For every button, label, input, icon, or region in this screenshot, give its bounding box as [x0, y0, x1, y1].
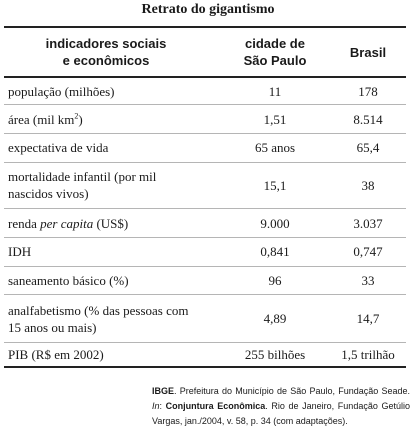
cell-sp: 15,1	[220, 162, 330, 210]
header-indicators: indicadores sociais e econômicos	[4, 27, 220, 77]
table-row: IDH 0,841 0,747	[4, 237, 406, 267]
cell-br: 14,7	[330, 294, 406, 344]
row-label-analfabetismo: analfabetismo (% das pessoas com 15 anos …	[4, 294, 220, 344]
cell-br: 38	[330, 162, 406, 210]
row-label-populacao: população (milhões)	[4, 77, 220, 106]
cell-br: 65,4	[330, 133, 406, 163]
label-text: (US$)	[93, 215, 129, 231]
header-indicators-line1: indicadores sociais	[45, 36, 167, 51]
row-label-expectativa: expectativa de vida	[4, 133, 220, 163]
source-colon: :	[159, 401, 166, 411]
source-text: . Rio de Janeiro, Fundação Getúlio Varga…	[152, 401, 410, 426]
row-label-mortalidade: mortalidade infantil (por mil nascidos vi…	[4, 162, 220, 210]
header-indicators-line2: e econômicos	[62, 53, 150, 68]
table-row: expectativa de vida 65 anos 65,4	[4, 133, 406, 163]
cell-sp: 65 anos	[220, 133, 330, 163]
table-row: PIB (R$ em 2002) 255 bilhões 1,5 trilhão	[4, 342, 406, 369]
page-title: Retrato do gigantismo	[141, 2, 275, 17]
row-label-idh: IDH	[4, 237, 220, 267]
label-line2: 15 anos ou mais)	[8, 319, 97, 335]
cell-sp: 0,841	[220, 237, 330, 267]
cell-br: 178	[330, 77, 406, 106]
cell-sp: 96	[220, 266, 330, 296]
table-row: saneamento básico (%) 96 33	[4, 266, 406, 296]
row-label-renda: renda per capita (US$)	[4, 208, 220, 238]
label-line1: mortalidade infantil (por mil	[8, 169, 157, 185]
label-text: )	[78, 111, 83, 127]
cell-br: 1,5 trilhão	[330, 342, 406, 369]
cell-br: 8.514	[330, 104, 406, 134]
label-line2: nascidos vivos)	[8, 186, 89, 202]
cell-sp: 4,89	[220, 294, 330, 344]
table-row: renda per capita (US$) 9.000 3.037	[4, 208, 406, 238]
table-row: área (mil km2) 1,51 8.514	[4, 104, 406, 134]
label-line1: analfabetismo (% das pessoas com	[8, 302, 189, 318]
cell-sp: 255 bilhões	[220, 342, 330, 369]
label-italic: per capita	[40, 215, 94, 231]
label-text: renda	[8, 215, 41, 231]
source-in-label: In	[152, 401, 160, 411]
label-superscript: 2	[74, 111, 79, 121]
cell-br: 3.037	[330, 208, 406, 238]
cell-br: 33	[330, 266, 406, 296]
header-country: Brasil	[349, 44, 387, 60]
source-org: IBGE	[152, 386, 175, 396]
source-text: . Prefeitura do Município de São Paulo, …	[174, 386, 410, 396]
row-label-pib: PIB (R$ em 2002)	[4, 342, 220, 369]
label-text: área (mil km	[8, 111, 75, 127]
source-citation: IBGE. Prefeitura do Município de São Pau…	[152, 384, 410, 429]
source-journal: Conjuntura Econômica	[165, 401, 266, 411]
indicators-table: indicadores sociais e econômicos cidade …	[4, 26, 406, 369]
table-row: analfabetismo (% das pessoas com 15 anos …	[4, 294, 406, 344]
cell-sp: 11	[220, 77, 330, 106]
table-row: população (milhões) 11 178	[4, 77, 406, 106]
header-city-line1: cidade de	[245, 36, 305, 51]
row-label-saneamento: saneamento básico (%)	[4, 266, 220, 296]
row-label-area: área (mil km2)	[4, 104, 220, 134]
header-city-line2: São Paulo	[243, 53, 307, 68]
cell-sp: 9.000	[220, 208, 330, 238]
cell-br: 0,747	[330, 237, 406, 267]
header-city: cidade de São Paulo	[220, 27, 330, 77]
table-header-row: indicadores sociais e econômicos cidade …	[4, 27, 406, 77]
cell-sp: 1,51	[220, 104, 330, 134]
table-row: mortalidade infantil (por mil nascidos vi…	[4, 162, 406, 210]
